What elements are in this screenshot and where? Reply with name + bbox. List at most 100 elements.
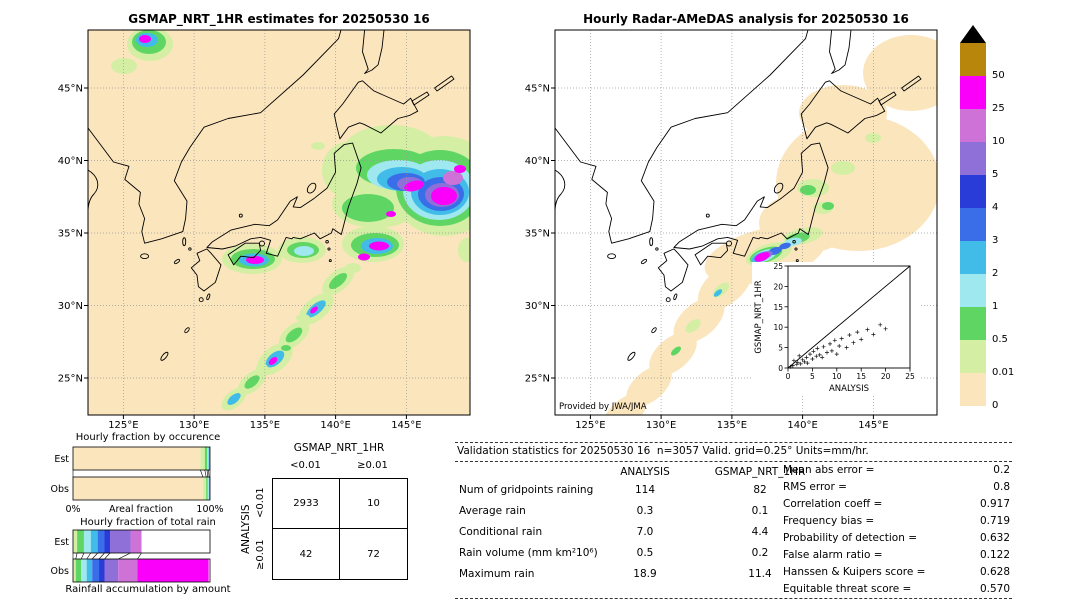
stat-row: Conditional rain 7.0 4.4 — [459, 526, 769, 538]
contingency-row-label-ge: ≥0.01 — [255, 539, 266, 571]
colorbar-level-label: 3 — [992, 235, 999, 246]
map-border — [554, 29, 938, 416]
contingency-cell-miss: 42 — [273, 529, 340, 579]
occurrence-est-label: Est — [54, 454, 69, 465]
inset-y-tick: 25 — [773, 262, 783, 271]
y-tick-label: 25°N — [525, 374, 550, 385]
score-row: RMS error = 0.8 — [783, 481, 1010, 493]
inset-y-tick: 0 — [778, 364, 783, 373]
totalrain-obs-label: Obs — [51, 566, 70, 577]
score-row: Correlation coeff = 0.917 — [783, 498, 1010, 510]
contingency-cell-hit-none: 2933 — [273, 479, 340, 529]
divider — [455, 598, 1012, 599]
colorbar-level-label: 0 — [992, 400, 999, 411]
inset-x-tick: 5 — [810, 372, 815, 381]
inset-y-axis-label: GSMAP_NRT_1HR — [754, 280, 764, 353]
x-tick-label: 145°E — [858, 420, 888, 430]
y-tick-label: 40°N — [58, 156, 83, 167]
x-tick-label: 145°E — [391, 420, 421, 430]
scatter-inset: 0 5 10 15 20 25 0 5 10 15 20 25 ANALYSIS… — [752, 262, 920, 394]
inset-y-tick: 20 — [773, 282, 783, 291]
y-tick-label: 45°N — [525, 84, 550, 95]
colorbar-block — [960, 373, 986, 406]
inset-tickmarks — [784, 265, 911, 372]
map-border — [87, 29, 471, 416]
contingency-cell-hit: 72 — [367, 548, 380, 560]
y-tick-label: 45°N — [58, 84, 83, 95]
score-row: Frequency bias = 0.719 — [783, 515, 1010, 527]
colorbar-block — [960, 109, 986, 142]
score-row: Probability of detection = 0.632 — [783, 532, 1010, 544]
colorbar-block — [960, 241, 986, 274]
validation-title: Validation statistics for 20250530 16 n=… — [457, 445, 869, 457]
one-to-one-line — [787, 265, 911, 369]
colorbar-level-label: 1 — [992, 301, 999, 312]
occurrence-obs-label: Obs — [51, 484, 70, 495]
stat-row: Num of gridpoints raining 114 82 — [459, 484, 767, 496]
precipitation-blobs-right — [603, 35, 937, 415]
stat-row: Maximum rain 18.9 11.4 — [459, 568, 772, 580]
right-map-title: Hourly Radar-AMeDAS analysis for 2025053… — [583, 12, 909, 26]
x-tick-label: 125°E — [575, 420, 605, 430]
colorbar-block — [960, 142, 986, 175]
colorbar-level-label: 4 — [992, 202, 999, 213]
contingency-row-group: ANALYSIS — [240, 504, 252, 554]
x-tick-label: 140°E — [787, 420, 817, 430]
colorbar-legend: 50 25 10 5 4 3 2 1 0.5 0.01 0 — [960, 25, 1030, 425]
x-tick-label: 130°E — [646, 420, 676, 430]
score-row: Mean abs error = 0.2 — [783, 464, 1010, 476]
y-tick-label: 30°N — [525, 301, 550, 312]
colorbar-overflow-triangle — [960, 25, 986, 43]
totalrain-chart-title: Hourly fraction of total rain — [80, 517, 216, 528]
col-header-gsmap: GSMAP_NRT_1HR — [714, 466, 806, 478]
x-tick-label: 135°E — [250, 420, 280, 430]
contingency-table: GSMAP_NRT_1HR <0.01 ≥0.01 ANALYSIS <0.01… — [238, 440, 418, 610]
score-row: Equitable threat score = 0.570 — [783, 583, 1010, 595]
x-tick-label: 140°E — [320, 420, 350, 430]
contingency-row-label-lt: <0.01 — [255, 487, 266, 519]
inset-x-tick: 15 — [856, 372, 866, 381]
divider — [455, 442, 1012, 443]
colorbar-level-label: 50 — [992, 70, 1005, 81]
y-tick-label: 40°N — [525, 156, 550, 167]
colorbar-block — [960, 274, 986, 307]
x-axis-0pct: 0% — [65, 504, 80, 515]
colorbar-block — [960, 76, 986, 109]
colorbar-block — [960, 43, 986, 76]
gsmap-estimate-map: 125°E 130°E 135°E 140°E 145°E 45°N 40°N … — [58, 29, 471, 430]
fraction-charts: Hourly fraction by occurence Est Obs 0% … — [51, 432, 231, 595]
contingency-cell-false-alarm: 10 — [340, 479, 407, 529]
contingency-col-group: GSMAP_NRT_1HR — [293, 442, 385, 454]
inset-x-tick: 20 — [881, 372, 891, 381]
colorbar-level-label: 0.5 — [992, 334, 1008, 345]
data-credit: Provided by JWA/JMA — [559, 402, 647, 412]
colorbar-blocks — [960, 43, 986, 406]
colorbar-level-label: 10 — [992, 136, 1005, 147]
accumulation-caption: Rainfall accumulation by amount — [65, 584, 230, 595]
inset-y-tick: 15 — [773, 303, 783, 312]
y-tick-label: 30°N — [58, 301, 83, 312]
score-row: Hanssen & Kuipers score = 0.628 — [783, 566, 1010, 578]
radar-amedas-map: 0 5 10 15 20 25 0 5 10 15 20 25 ANALYSIS… — [525, 29, 938, 430]
y-tick-label: 35°N — [525, 229, 550, 240]
contingency-col-label-lt: <0.01 — [290, 460, 321, 471]
inset-x-tick: 25 — [905, 372, 915, 381]
divider — [455, 461, 1012, 462]
colorbar-block — [960, 340, 986, 373]
contingency-col-label-ge: ≥0.01 — [357, 460, 388, 471]
inset-x-tick: 10 — [832, 372, 842, 381]
scatter-points — [788, 322, 888, 369]
x-axis-100pct: 100% — [196, 504, 223, 515]
totalrain-est-label: Est — [54, 537, 69, 548]
colorbar-block — [960, 175, 986, 208]
stat-row: Average rain 0.3 0.1 — [459, 505, 769, 517]
x-axis-label: Areal fraction — [109, 504, 173, 515]
colorbar-level-label: 2 — [992, 268, 999, 279]
x-tick-label: 135°E — [717, 420, 747, 430]
contingency-grid: 2933 10 42 72 — [272, 478, 408, 580]
colorbar-level-label: 0.01 — [992, 367, 1015, 378]
left-map-title: GSMAP_NRT_1HR estimates for 20250530 16 — [128, 12, 430, 26]
y-tick-label: 35°N — [58, 229, 83, 240]
x-tick-label: 130°E — [179, 420, 209, 430]
colorbar-level-label: 5 — [992, 169, 999, 180]
